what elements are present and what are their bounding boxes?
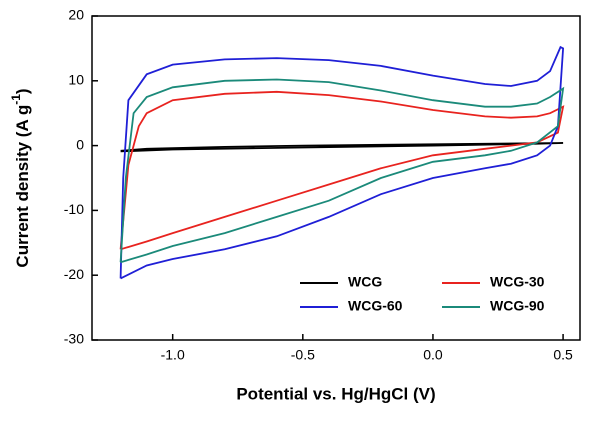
x-tick-label: 0.0	[423, 347, 443, 363]
y-axis-label-end: )	[13, 88, 32, 94]
y-tick-label: 0	[76, 136, 84, 152]
legend-label: WCG	[348, 274, 382, 290]
legend-label: WCG-90	[490, 298, 545, 314]
y-tick-label: -20	[64, 266, 84, 282]
x-tick-label: -0.5	[291, 347, 315, 363]
series-line	[119, 90, 565, 251]
y-tick-label: -10	[64, 201, 84, 217]
x-tick-label: 0.5	[553, 347, 573, 363]
y-axis-label: Current density (A g-1)	[9, 88, 32, 267]
series-line	[119, 45, 565, 280]
series-line	[119, 78, 565, 264]
x-axis-label: Potential vs. Hg/HgCl (V)	[236, 384, 435, 403]
legend-label: WCG-30	[490, 274, 545, 290]
y-tick-label: 20	[68, 7, 84, 23]
y-tick-label: -30	[64, 331, 84, 347]
y-tick-label: 10	[68, 72, 84, 88]
x-tick-label: -1.0	[161, 347, 185, 363]
legend-label: WCG-60	[348, 298, 403, 314]
series-line	[120, 142, 564, 153]
plot-frame	[91, 15, 581, 341]
y-axis-label-main: Current density (A g	[13, 105, 32, 268]
y-axis-label-superscript: -1	[9, 94, 23, 105]
